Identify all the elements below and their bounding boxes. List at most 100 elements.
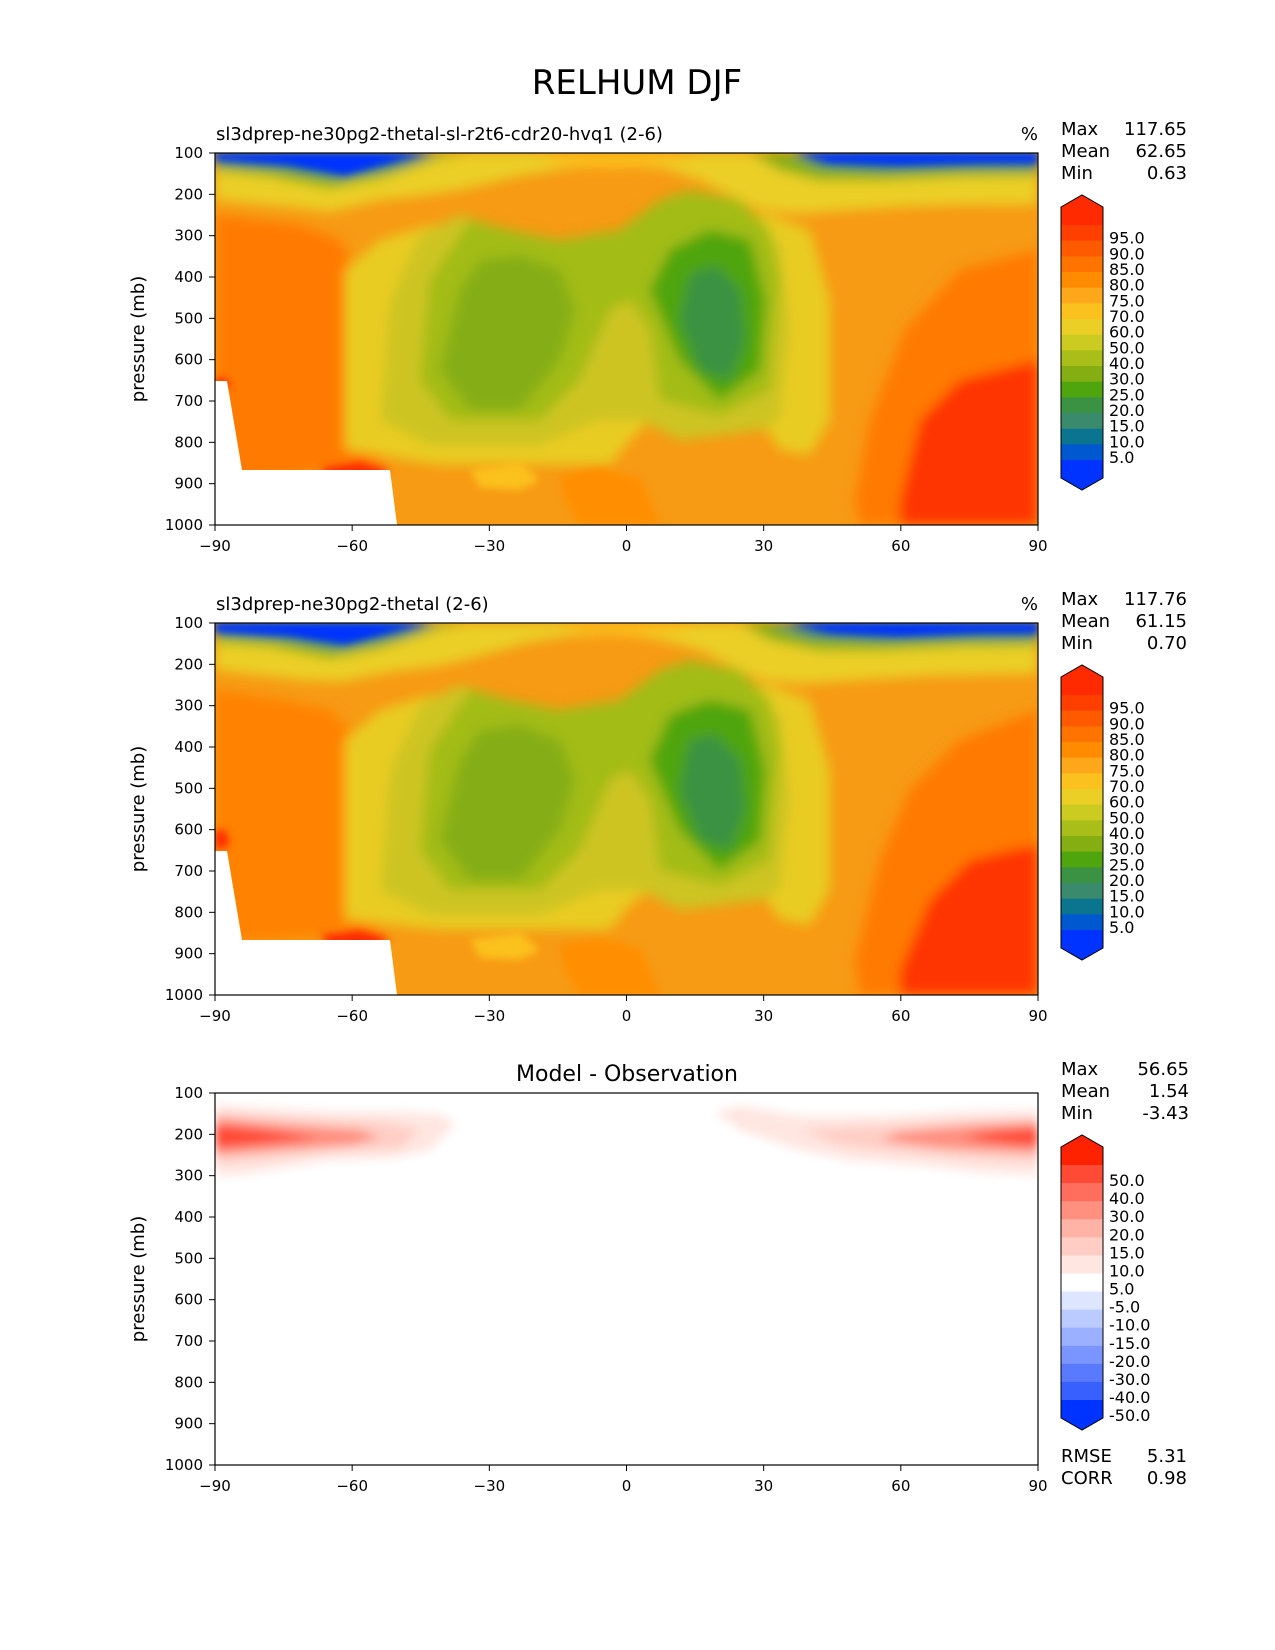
colorbar-level-label: 40.0 [1109, 354, 1145, 373]
x-tick-label: 30 [754, 1477, 773, 1495]
x-tick-label: −30 [474, 1007, 506, 1025]
colorbar-swatch [1061, 225, 1103, 242]
colorbar: 95.090.085.080.075.070.060.050.040.030.0… [1060, 664, 1145, 961]
colorbar-level-label: -30.0 [1109, 1370, 1150, 1389]
rmse-label: RMSE [1061, 1446, 1112, 1467]
max-value: 56.65 [1137, 1059, 1189, 1080]
x-tick-label: 0 [622, 1007, 632, 1025]
colorbar-swatch [1061, 1219, 1103, 1238]
panel-title: sl3dprep-ne30pg2-thetal (2-6) [216, 594, 489, 615]
y-tick-label: 900 [174, 945, 203, 963]
colorbar-swatch [1061, 319, 1103, 336]
x-tick-label: 60 [891, 1007, 910, 1025]
colorbar-swatch [1061, 397, 1103, 414]
x-tick-label: 90 [1028, 1477, 1047, 1495]
colorbar-swatch [1061, 1255, 1103, 1274]
colorbar-swatch [1061, 1381, 1103, 1401]
colorbar-level-label: 60.0 [1109, 793, 1145, 812]
x-tick-label: 60 [891, 1477, 910, 1495]
y-axis-label: pressure (mb) [128, 746, 149, 872]
colorbar-swatch [1061, 272, 1103, 289]
x-tick-label: 60 [891, 537, 910, 555]
panel-2: sl3dprep-ne30pg2-thetal (2-6) % pressure… [128, 589, 1187, 1025]
colorbar-level-label: 30.0 [1109, 370, 1145, 389]
page-title: RELHUM DJF [532, 63, 742, 103]
panel-title: sl3dprep-ne30pg2-thetal-sl-r2t6-cdr20-hv… [216, 124, 663, 145]
colorbar-level-label: 80.0 [1109, 276, 1145, 295]
colorbar-swatch [1061, 287, 1103, 304]
colorbar-extend-top [1061, 1135, 1103, 1165]
contour-field-3 [215, 1093, 1038, 1465]
colorbar-swatch [1061, 742, 1103, 759]
colorbar-level-label: 80.0 [1109, 746, 1145, 765]
y-tick-label: 600 [174, 351, 203, 369]
y-tick-label: 1000 [165, 986, 203, 1004]
x-tick-label: 0 [622, 1477, 632, 1495]
colorbar-outline [1060, 194, 1104, 491]
colorbar-swatch [1061, 757, 1103, 774]
x-tick-label: −90 [199, 1477, 231, 1495]
colorbar-level-label: 70.0 [1109, 307, 1145, 326]
colorbar-level-label: 15.0 [1109, 887, 1145, 906]
units-label: % [1021, 124, 1038, 145]
colorbar-swatch [1061, 789, 1103, 806]
y-tick-label: 1000 [165, 516, 203, 534]
colorbar-swatch [1061, 1165, 1103, 1184]
x-tick-label: 90 [1028, 1007, 1047, 1025]
y-tick-label: 700 [174, 1332, 203, 1350]
colorbar-level-label: 10.0 [1109, 432, 1145, 451]
colorbar-outline [1060, 1134, 1104, 1431]
min-value: -3.43 [1142, 1103, 1189, 1124]
y-tick-label: 500 [174, 779, 203, 797]
min-label: Min [1061, 633, 1093, 654]
x-tick-label: −60 [336, 537, 368, 555]
mean-label: Mean [1061, 141, 1110, 162]
min-label: Min [1061, 1103, 1093, 1124]
y-tick-label: 600 [174, 821, 203, 839]
y-axis: 100 200 300 400 500 600 700 800 900 1000 [165, 1084, 215, 1474]
y-tick-label: 400 [174, 268, 203, 286]
x-tick-label: −90 [199, 537, 231, 555]
mean-value: 61.15 [1135, 611, 1187, 632]
colorbar-level-label: 15.0 [1109, 417, 1145, 436]
colorbar-level-label: 50.0 [1109, 1171, 1145, 1190]
y-tick-label: 200 [174, 1125, 203, 1143]
x-tick-label: −60 [336, 1477, 368, 1495]
x-axis: −90 −60 −30 0 30 60 90 [199, 1465, 1048, 1495]
units-label: % [1021, 594, 1038, 615]
colorbar-swatch [1061, 695, 1103, 712]
colorbar-swatch [1061, 444, 1103, 461]
contour-field-2 [215, 623, 1038, 995]
colorbar-swatch [1061, 836, 1103, 853]
min-value: 0.63 [1147, 163, 1187, 184]
colorbar-level-label: 30.0 [1109, 1207, 1145, 1226]
contour-field-1 [215, 153, 1038, 525]
y-tick-label: 1000 [165, 1456, 203, 1474]
y-tick-label: 300 [174, 227, 203, 245]
colorbar-level-label: 20.0 [1109, 401, 1145, 420]
mean-value: 1.54 [1149, 1081, 1189, 1102]
colorbar-level-label: 50.0 [1109, 338, 1145, 357]
y-tick-label: 800 [174, 1373, 203, 1391]
colorbar-level-label: 95.0 [1109, 699, 1145, 718]
colorbar-swatch [1061, 1345, 1103, 1365]
max-label: Max [1061, 119, 1099, 140]
colorbar-level-label: 50.0 [1109, 808, 1145, 827]
y-tick-label: 700 [174, 862, 203, 880]
colorbar-level-label: 90.0 [1109, 714, 1145, 733]
y-tick-label: 800 [174, 903, 203, 921]
colorbar-swatch [1061, 240, 1103, 257]
x-tick-label: −30 [474, 1477, 506, 1495]
colorbar-swatch [1061, 413, 1103, 430]
colorbar-level-label: -15.0 [1109, 1334, 1150, 1353]
colorbar-swatch [1061, 1309, 1103, 1329]
colorbar-swatch [1061, 1201, 1103, 1220]
y-tick-label: 400 [174, 738, 203, 756]
corr-value: 0.98 [1147, 1468, 1187, 1489]
colorbar-swatch [1061, 366, 1103, 383]
colorbar-level-label: 5.0 [1109, 448, 1134, 467]
colorbar-level-label: 40.0 [1109, 1189, 1145, 1208]
colorbar-extend-bottom [1061, 930, 1103, 960]
colorbar-swatch [1061, 256, 1103, 273]
